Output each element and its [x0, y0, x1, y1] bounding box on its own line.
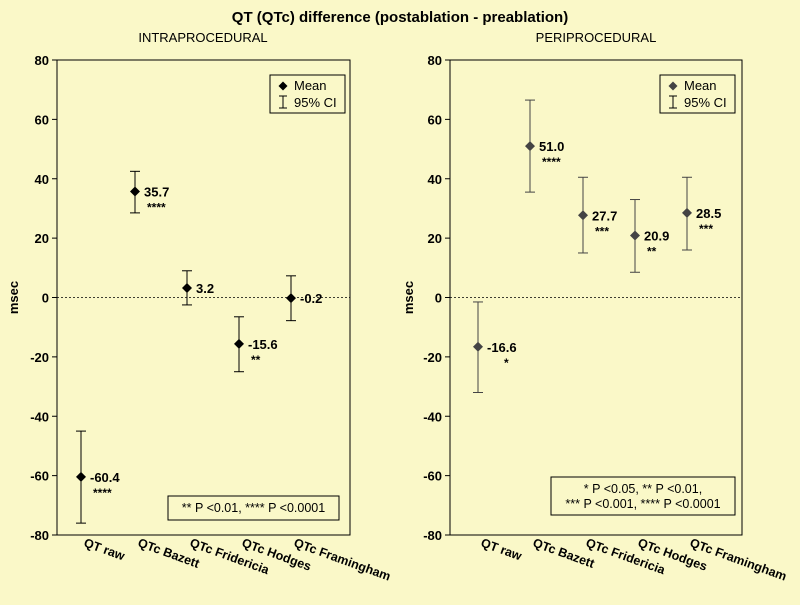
- mean-marker: [578, 210, 588, 221]
- mean-marker: [630, 230, 640, 241]
- y-tick-label: -20: [423, 350, 442, 365]
- mean-value-label: -16.6: [487, 340, 517, 355]
- significance-note-line: * P <0.05, ** P <0.01,: [584, 482, 702, 496]
- significance-marker: **: [647, 244, 657, 258]
- significance-marker: ****: [93, 486, 112, 500]
- legend-mean-label: Mean: [684, 78, 717, 93]
- y-tick-label: 40: [428, 172, 442, 187]
- legend: Mean 95% CI: [659, 74, 736, 114]
- significance-marker: ***: [699, 222, 713, 236]
- significance-marker: *: [504, 356, 509, 370]
- y-tick-label: -60: [30, 469, 49, 484]
- mean-marker: [76, 471, 86, 482]
- panel-subtitle: PERIPROCEDURAL: [536, 30, 657, 45]
- legend-mean-marker-icon: [668, 81, 678, 91]
- mean-value-label: -15.6: [248, 337, 278, 352]
- mean-marker: [525, 141, 535, 152]
- chart-title: QT (QTc) difference (postablation - prea…: [232, 9, 568, 26]
- y-axis-label: msec: [6, 281, 21, 314]
- y-tick-label: -40: [30, 409, 49, 424]
- significance-marker: ****: [542, 155, 561, 169]
- mean-marker: [130, 186, 140, 197]
- legend-mean-marker-icon: [278, 81, 288, 91]
- significance-note-line: *** P <0.001, **** P <0.0001: [565, 497, 720, 511]
- mean-marker: [182, 283, 192, 293]
- significance-marker: **: [251, 353, 261, 367]
- chart-panel-1: INTRAPROCEDURAL 80 60 40 20 0 -20 -40 -60 -80 msec…: [6, 30, 392, 584]
- significance-note-box: [167, 495, 340, 521]
- significance-marker: ***: [595, 224, 609, 238]
- legend: Mean 95% CI: [269, 74, 346, 114]
- mean-marker: [234, 338, 244, 349]
- y-tick-label: 0: [435, 291, 442, 306]
- significance-note-box: [550, 476, 736, 516]
- legend-ci-label: 95% CI: [294, 95, 337, 110]
- mean-value-label: 20.9: [644, 228, 669, 243]
- panel-subtitle: INTRAPROCEDURAL: [138, 30, 267, 45]
- y-tick-label: 80: [35, 53, 49, 68]
- y-tick-label: 40: [35, 172, 49, 187]
- y-tick-label: 80: [428, 53, 442, 68]
- y-tick-label: 60: [428, 112, 442, 127]
- y-tick-label: 20: [428, 231, 442, 246]
- y-tick-label: 20: [35, 231, 49, 246]
- mean-marker: [682, 207, 692, 218]
- mean-value-label: 28.5: [696, 206, 721, 221]
- significance-note: * P <0.05, ** P <0.01,*** P <0.001, ****…: [550, 476, 736, 516]
- legend-mean-label: Mean: [294, 78, 327, 93]
- y-tick-label: -40: [423, 409, 442, 424]
- y-tick-label: 60: [35, 112, 49, 127]
- legend-ci-label: 95% CI: [684, 95, 727, 110]
- chart-panel-2: PERIPROCEDURAL 80 60 40 20 0 -20 -40 -60 -80 msec -…: [401, 30, 788, 584]
- significance-note: ** P <0.01, **** P <0.0001: [167, 495, 340, 521]
- y-tick-label: -60: [423, 469, 442, 484]
- significance-marker: ****: [147, 201, 166, 215]
- mean-value-label: 3.2: [196, 281, 214, 296]
- mean-value-label: 51.0: [539, 139, 564, 154]
- y-tick-label: -20: [30, 350, 49, 365]
- mean-marker: [473, 341, 483, 352]
- y-tick-label: -80: [30, 528, 49, 543]
- y-tick-label: -80: [423, 528, 442, 543]
- mean-marker: [286, 293, 296, 304]
- mean-value-label: 35.7: [144, 185, 169, 200]
- x-category-label: QT raw: [479, 536, 524, 564]
- mean-value-label: -60.4: [90, 470, 120, 485]
- y-tick-label: 0: [42, 291, 49, 306]
- x-category-label: QT raw: [82, 536, 127, 564]
- significance-note-line: ** P <0.01, **** P <0.0001: [182, 501, 325, 515]
- y-axis-label: msec: [401, 281, 416, 314]
- mean-value-label: -0.2: [300, 291, 322, 306]
- mean-value-label: 27.7: [592, 208, 617, 223]
